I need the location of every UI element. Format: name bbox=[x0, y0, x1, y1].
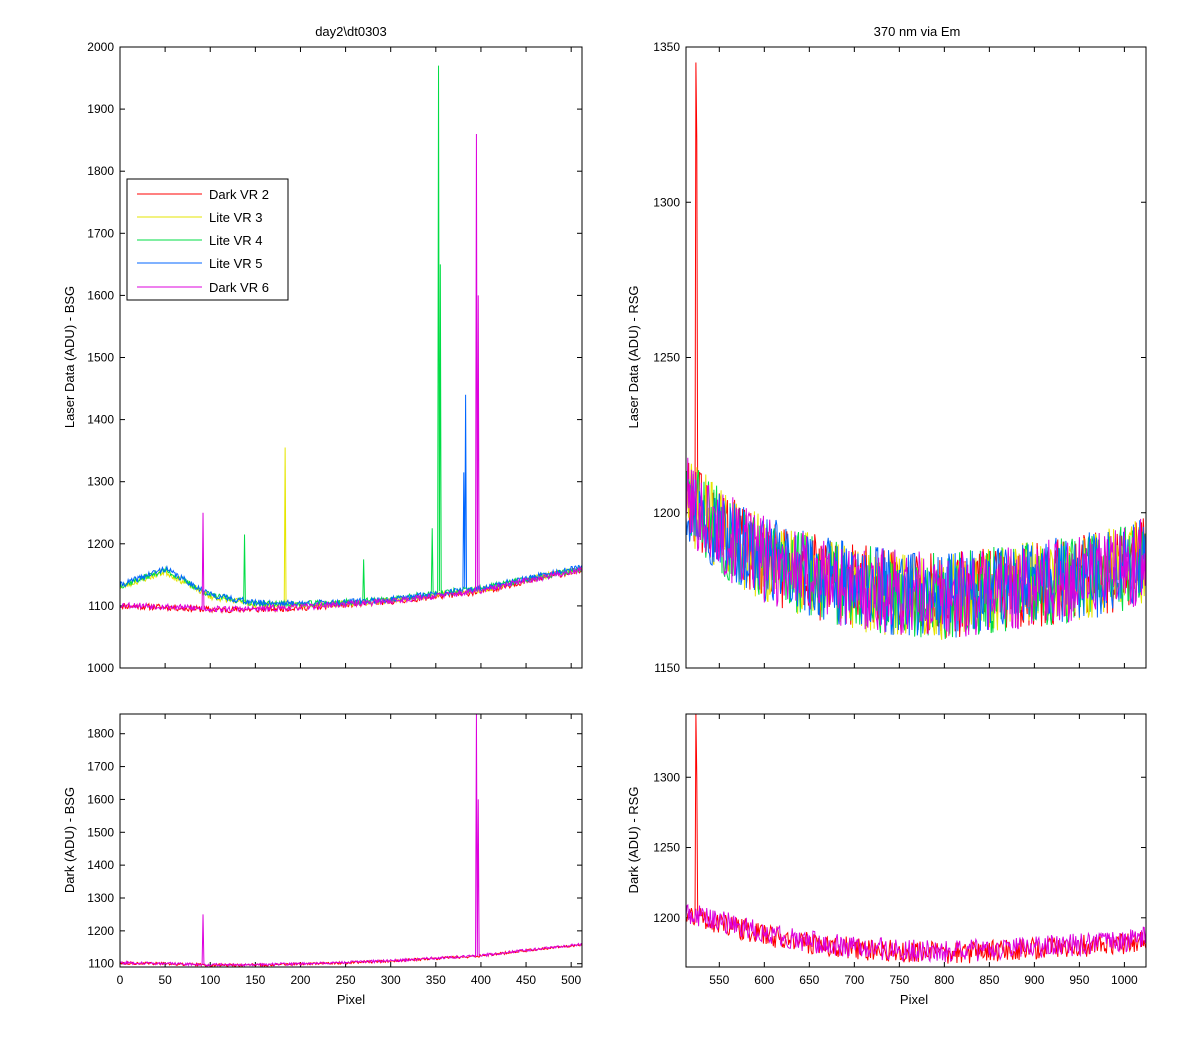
panel-title: 370 nm via Em bbox=[874, 24, 961, 39]
ticks-group: 1150 1200 1250 1300 1350 bbox=[653, 40, 1146, 675]
y-tick-label: 1000 bbox=[87, 661, 114, 675]
x-tick-label: 650 bbox=[799, 973, 819, 987]
x-tick-label: 1000 bbox=[1111, 973, 1138, 987]
ticks-group: 1200 1250 1300 550 600 650 700 750 800 850 900 950 1… bbox=[653, 714, 1146, 987]
x-tick-label: 250 bbox=[336, 973, 356, 987]
y-tick-label: 1150 bbox=[654, 661, 680, 675]
x-tick-label: 50 bbox=[158, 973, 172, 987]
x-tick-label: 950 bbox=[1069, 973, 1089, 987]
x-tick-label: 450 bbox=[516, 973, 536, 987]
plot-frame bbox=[685, 46, 1147, 669]
x-tick-label: 800 bbox=[934, 973, 954, 987]
x-tick-label: 400 bbox=[471, 973, 491, 987]
x-tick-label: 500 bbox=[561, 973, 581, 987]
y-tick-label: 1350 bbox=[653, 40, 680, 54]
y-tick-label: 1300 bbox=[653, 770, 680, 784]
plot-frame bbox=[119, 46, 583, 669]
y-tick-label: 1600 bbox=[87, 288, 114, 302]
x-axis-label: Pixel bbox=[337, 992, 365, 1007]
y-tick-label: 1500 bbox=[87, 351, 114, 365]
y-tick-label: 1300 bbox=[87, 891, 114, 905]
plot-frame bbox=[685, 713, 1147, 968]
panel-top-left: day2\dt0303 Laser Data (ADU) - BSG 10001… bbox=[62, 24, 583, 675]
y-tick-label: 1200 bbox=[653, 911, 680, 925]
y-tick-label: 1100 bbox=[88, 599, 114, 613]
legend-label-4: Dark VR 6 bbox=[209, 280, 269, 295]
x-tick-label: 200 bbox=[290, 973, 310, 987]
panel-bottom-right: Pixel Dark (ADU) - RSG 1200 1250 1300 550 60… bbox=[626, 713, 1147, 1007]
y-axis-label: Laser Data (ADU) - RSG bbox=[626, 285, 641, 428]
x-tick-label: 600 bbox=[754, 973, 774, 987]
legend-label-1: Lite VR 3 bbox=[209, 210, 262, 225]
series-group bbox=[120, 714, 582, 967]
y-tick-label: 1900 bbox=[87, 102, 114, 116]
y-axis-label: Dark (ADU) - BSG bbox=[62, 787, 77, 893]
plot-frame bbox=[119, 713, 583, 968]
y-tick-label: 1700 bbox=[87, 760, 114, 774]
y-tick-label: 1700 bbox=[87, 226, 114, 240]
y-tick-label: 1100 bbox=[88, 957, 114, 971]
y-tick-label: 1600 bbox=[87, 792, 114, 806]
x-axis-label: Pixel bbox=[900, 992, 928, 1007]
y-tick-label: 1800 bbox=[87, 727, 114, 741]
legend-label-0: Dark VR 2 bbox=[209, 187, 269, 202]
x-tick-label: 0 bbox=[117, 973, 124, 987]
series-group bbox=[120, 65, 582, 615]
panel-bottom-left: Pixel Dark (ADU) - BSG 11001200130014001… bbox=[62, 713, 583, 1007]
series-group bbox=[686, 62, 1146, 640]
x-tick-label: 850 bbox=[979, 973, 999, 987]
series-line bbox=[120, 394, 582, 608]
x-tick-label: 150 bbox=[245, 973, 265, 987]
series-group bbox=[686, 714, 1146, 964]
y-tick-label: 1400 bbox=[87, 413, 114, 427]
x-tick-label: 900 bbox=[1024, 973, 1044, 987]
y-axis-label: Dark (ADU) - RSG bbox=[626, 787, 641, 894]
ticks-group: 1000 1100 1200 1300 1400 1500 1600 1700 1800 1900… bbox=[87, 40, 582, 675]
y-tick-label: 2000 bbox=[87, 40, 114, 54]
legend-label-2: Lite VR 4 bbox=[209, 233, 262, 248]
series-line bbox=[686, 457, 1146, 637]
y-tick-label: 1200 bbox=[87, 924, 114, 938]
x-tick-label: 550 bbox=[709, 973, 729, 987]
x-tick-label: 300 bbox=[381, 973, 401, 987]
x-tick-label: 350 bbox=[426, 973, 446, 987]
y-tick-label: 1400 bbox=[87, 858, 114, 872]
y-tick-label: 1500 bbox=[87, 825, 114, 839]
y-tick-label: 1200 bbox=[87, 537, 114, 551]
series-line bbox=[686, 903, 1146, 963]
ticks-group: 1100 1200 1300 1400 1500 1600 1700 1800 0 50 100 15… bbox=[87, 714, 582, 987]
panel-title: day2\dt0303 bbox=[315, 24, 387, 39]
legend: Dark VR 2 Lite VR 3 Lite VR 4 Lite VR 5 … bbox=[126, 178, 289, 301]
x-tick-label: 700 bbox=[844, 973, 864, 987]
series-line bbox=[120, 714, 582, 967]
y-tick-label: 1800 bbox=[87, 164, 114, 178]
legend-label-3: Lite VR 5 bbox=[209, 256, 262, 271]
series-line bbox=[120, 133, 582, 614]
panel-top-right: 370 nm via Em Laser Data (ADU) - RSG 115… bbox=[626, 24, 1147, 675]
x-tick-label: 750 bbox=[889, 973, 909, 987]
y-tick-label: 1200 bbox=[653, 506, 680, 520]
y-tick-label: 1250 bbox=[653, 351, 680, 365]
y-tick-label: 1250 bbox=[653, 841, 680, 855]
y-tick-label: 1300 bbox=[653, 195, 680, 209]
y-tick-label: 1300 bbox=[87, 475, 114, 489]
x-tick-label: 100 bbox=[200, 973, 220, 987]
y-axis-label: Laser Data (ADU) - BSG bbox=[62, 286, 77, 428]
